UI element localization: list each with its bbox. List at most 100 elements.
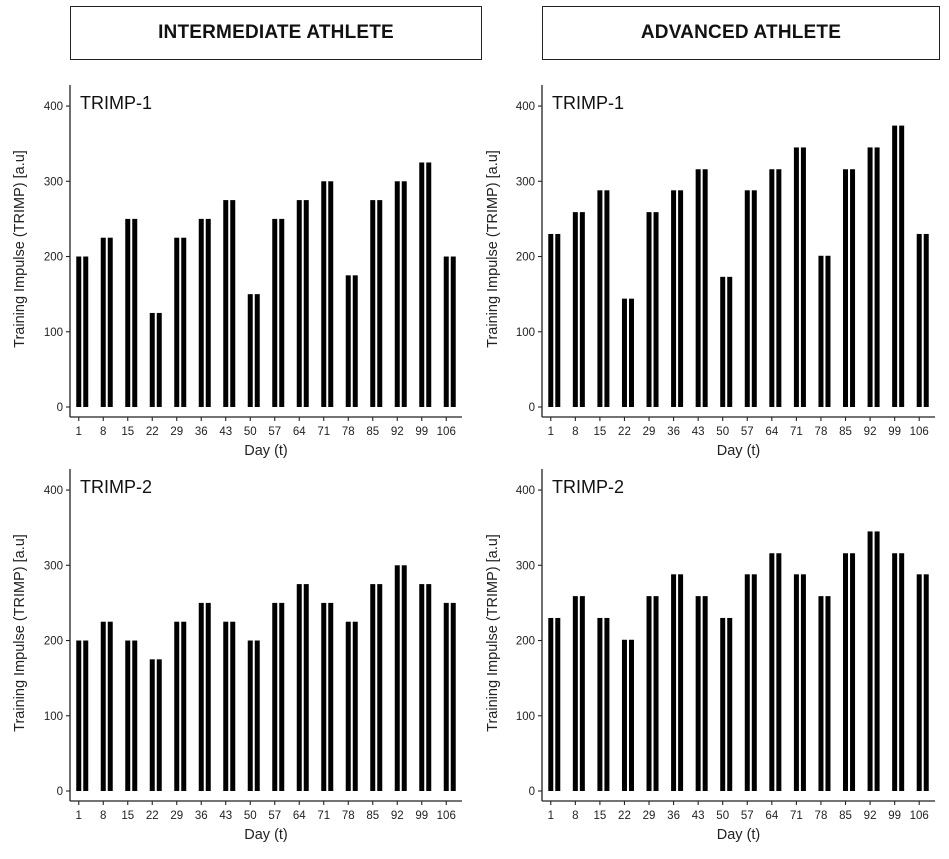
bar bbox=[156, 312, 162, 407]
bar bbox=[426, 584, 432, 791]
x-tick-label: 106 bbox=[910, 426, 929, 438]
bar bbox=[230, 621, 236, 791]
x-tick-label: 99 bbox=[415, 426, 428, 438]
y-tick-label: 300 bbox=[516, 176, 535, 188]
bar bbox=[272, 218, 278, 407]
bar bbox=[678, 574, 684, 791]
bar bbox=[279, 602, 285, 791]
x-tick-label: 8 bbox=[100, 810, 106, 822]
header-advanced-athlete: ADVANCED ATHLETE bbox=[542, 6, 940, 60]
bar bbox=[296, 584, 302, 791]
panel-advanced-trimp2: 0 100 200 300 400 1 8 15 22 29 36 43 50 57 64 71 78 85 92 9… bbox=[485, 469, 935, 843]
bar bbox=[916, 233, 922, 407]
bar bbox=[181, 621, 187, 791]
x-tick-label: 78 bbox=[342, 810, 355, 822]
bar bbox=[727, 276, 733, 407]
x-tick-label: 71 bbox=[317, 810, 330, 822]
x-tick-label: 78 bbox=[342, 426, 355, 438]
bar bbox=[671, 574, 677, 791]
bar bbox=[867, 147, 873, 407]
x-tick-label: 15 bbox=[593, 810, 606, 822]
y-tick-label: 300 bbox=[516, 560, 535, 572]
bar bbox=[555, 233, 561, 407]
x-tick-label: 22 bbox=[146, 426, 159, 438]
y-axis-title: Training Impulse (TRIMP) [a.u] bbox=[12, 150, 28, 348]
bar bbox=[230, 200, 236, 407]
bar bbox=[149, 659, 155, 791]
bar bbox=[579, 596, 585, 791]
bar bbox=[303, 200, 309, 407]
bar bbox=[899, 553, 905, 791]
x-tick-label: 64 bbox=[765, 810, 778, 822]
bar bbox=[793, 574, 799, 791]
x-tick-label: 99 bbox=[888, 426, 901, 438]
bar bbox=[107, 621, 113, 791]
x-tick-label: 36 bbox=[195, 426, 208, 438]
x-tick-label: 50 bbox=[716, 426, 729, 438]
bar bbox=[572, 596, 578, 791]
bar bbox=[272, 602, 278, 791]
bar bbox=[100, 621, 106, 791]
bar bbox=[751, 574, 757, 791]
bar bbox=[83, 640, 89, 791]
bar bbox=[720, 276, 726, 407]
x-tick-label: 36 bbox=[195, 810, 208, 822]
bar bbox=[621, 639, 627, 791]
bar bbox=[401, 181, 407, 407]
x-tick-label: 64 bbox=[765, 426, 778, 438]
x-tick-label: 85 bbox=[366, 426, 379, 438]
bar bbox=[450, 602, 456, 791]
bar bbox=[727, 617, 733, 791]
x-tick-label: 57 bbox=[268, 810, 281, 822]
x-tick-label: 8 bbox=[572, 810, 578, 822]
bar bbox=[923, 233, 929, 407]
bar bbox=[720, 617, 726, 791]
header-advanced-label: ADVANCED ATHLETE bbox=[640, 22, 842, 43]
y-axis-title: Training Impulse (TRIMP) [a.u] bbox=[485, 534, 501, 732]
bar bbox=[628, 298, 634, 407]
bar bbox=[678, 190, 684, 407]
bar bbox=[621, 298, 627, 407]
y-tick-label: 300 bbox=[44, 560, 63, 572]
x-tick-label: 36 bbox=[667, 810, 680, 822]
y-axis-title: Training Impulse (TRIMP) [a.u] bbox=[485, 150, 501, 348]
y-tick-label: 0 bbox=[529, 786, 535, 798]
x-tick-label: 106 bbox=[437, 810, 456, 822]
bar bbox=[125, 640, 131, 791]
bar bbox=[604, 617, 610, 791]
bar bbox=[303, 584, 309, 791]
panel-label: TRIMP-1 bbox=[80, 93, 152, 113]
header-intermediate-athlete: INTERMEDIATE ATHLETE bbox=[70, 6, 482, 60]
bar bbox=[702, 169, 708, 407]
header-intermediate-label: INTERMEDIATE ATHLETE bbox=[158, 22, 394, 43]
bar bbox=[800, 574, 806, 791]
x-tick-label: 57 bbox=[741, 810, 754, 822]
x-tick-label: 1 bbox=[76, 426, 82, 438]
bar bbox=[279, 218, 285, 407]
bar bbox=[107, 237, 113, 407]
x-tick-label: 92 bbox=[864, 810, 877, 822]
x-tick-label: 57 bbox=[741, 426, 754, 438]
x-tick-label: 57 bbox=[268, 426, 281, 438]
x-axis-title: Day (t) bbox=[244, 443, 288, 459]
bar bbox=[352, 275, 358, 407]
bar bbox=[800, 147, 806, 407]
x-tick-label: 78 bbox=[815, 810, 828, 822]
bar bbox=[83, 256, 89, 407]
bar bbox=[125, 218, 131, 407]
bar bbox=[174, 237, 180, 407]
bar bbox=[769, 169, 775, 407]
bar bbox=[401, 565, 407, 791]
x-tick-label: 15 bbox=[121, 426, 134, 438]
x-tick-label: 71 bbox=[790, 426, 803, 438]
x-tick-label: 43 bbox=[219, 810, 232, 822]
x-tick-label: 64 bbox=[293, 810, 306, 822]
bar bbox=[198, 602, 204, 791]
bar bbox=[769, 553, 775, 791]
bar bbox=[181, 237, 187, 407]
bar bbox=[850, 553, 856, 791]
bar bbox=[345, 275, 351, 407]
bar bbox=[776, 169, 782, 407]
y-tick-label: 200 bbox=[44, 636, 63, 648]
bar bbox=[443, 256, 449, 407]
